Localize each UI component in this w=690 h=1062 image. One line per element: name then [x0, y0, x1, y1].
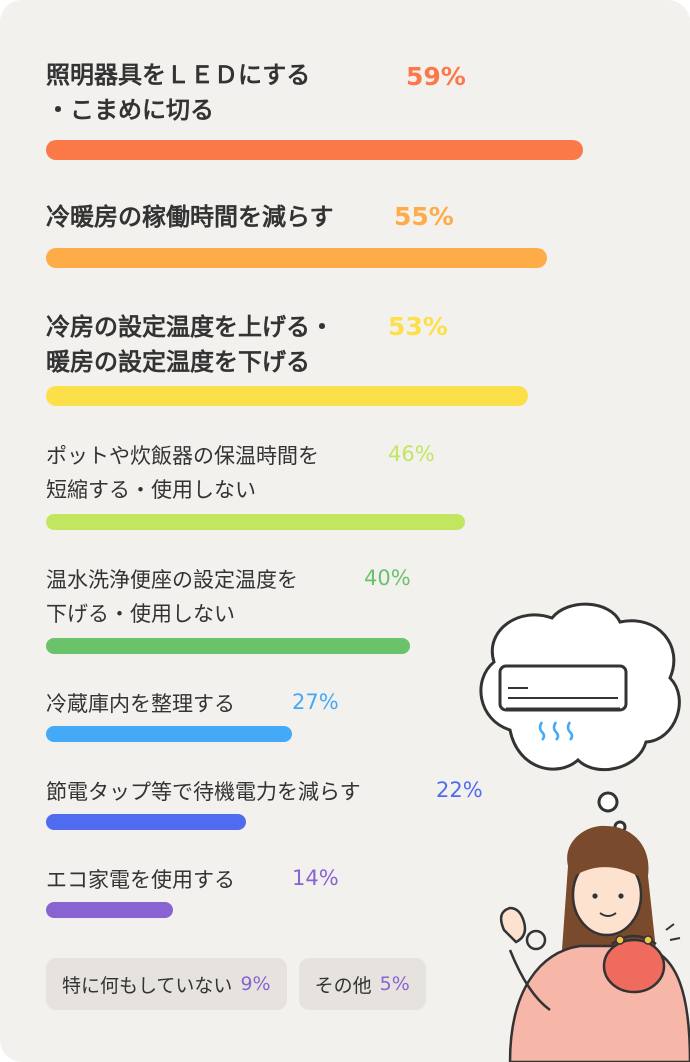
bar	[46, 726, 292, 742]
value-label: 46%	[388, 442, 435, 466]
purse-icon	[602, 923, 681, 994]
chip-value: 5%	[379, 973, 410, 995]
bar-row: 温水洗浄便座の設定温度を 下げる・使用しない 40%	[46, 564, 606, 654]
woman-icon	[499, 825, 690, 1062]
chip-other: その他 5%	[298, 958, 426, 1010]
bar	[46, 514, 465, 530]
chip-label: その他	[314, 974, 372, 997]
category-label: エコ家電を使用する	[46, 868, 235, 892]
bar	[46, 140, 583, 160]
category-label: 冷蔵庫内を整理する	[46, 692, 235, 716]
chip-label: 特に何もしていない	[62, 974, 233, 997]
bar	[46, 248, 547, 268]
bar-row: 照明器具をＬＥＤにする ・こまめに切る 59%	[46, 58, 606, 160]
value-label: 22%	[436, 778, 483, 802]
bar-row: 冷房の設定温度を上げる・ 暖房の設定温度を下げる 53%	[46, 310, 606, 406]
bar	[46, 814, 246, 830]
bar	[46, 386, 528, 406]
value-label: 27%	[292, 690, 339, 714]
extra-answers: 特に何もしていない 9% その他 5%	[46, 958, 426, 1010]
bar-row: 冷暖房の稼働時間を減らす 55%	[46, 200, 606, 268]
category-label: ポットや炊飯器の保温時間を 短縮する・使用しない	[46, 444, 319, 502]
category-label: 冷暖房の稼働時間を減らす	[46, 203, 334, 231]
category-label: 冷房の設定温度を上げる・ 暖房の設定温度を下げる	[46, 313, 334, 376]
chip-value: 9%	[240, 973, 271, 995]
value-label: 14%	[292, 866, 339, 890]
category-label: 節電タップ等で待機電力を減らす	[46, 780, 361, 804]
chip-nothing: 特に何もしていない 9%	[46, 958, 287, 1010]
bar-row: エコ家電を使用する 14%	[46, 864, 606, 918]
category-label: 照明器具をＬＥＤにする ・こまめに切る	[46, 61, 311, 124]
value-label: 55%	[394, 202, 454, 231]
category-label: 温水洗浄便座の設定温度を 下げる・使用しない	[46, 568, 298, 626]
air-conditioner-icon	[498, 664, 628, 741]
woman-thinking-illustration	[479, 602, 690, 1062]
thought-bubble-icon	[479, 602, 681, 834]
bar-row: 節電タップ等で待機電力を減らす 22%	[46, 776, 606, 830]
value-label: 40%	[364, 566, 411, 590]
bar	[46, 902, 173, 918]
bar-row: 冷蔵庫内を整理する 27%	[46, 688, 606, 742]
value-label: 59%	[406, 62, 466, 91]
value-label: 53%	[388, 312, 448, 341]
bar-row: ポットや炊飯器の保温時間を 短縮する・使用しない 46%	[46, 440, 606, 530]
bar	[46, 638, 410, 654]
